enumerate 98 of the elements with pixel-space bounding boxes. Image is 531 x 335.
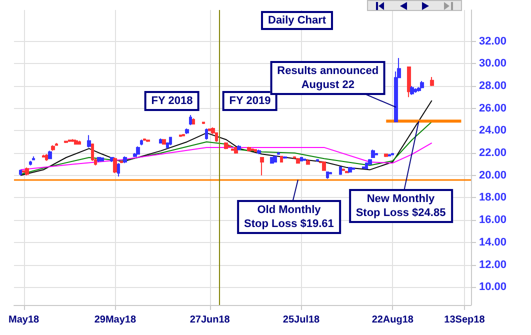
- candlestick: [362, 166, 365, 170]
- candlestick: [326, 170, 329, 180]
- y-tick-label: 30.00: [479, 58, 507, 70]
- candlestick: [87, 134, 91, 148]
- y-tick-label: 28.00: [479, 80, 507, 92]
- candlestick: [32, 156, 35, 161]
- y-tick-label: 26.00: [479, 102, 507, 114]
- candlestick: [215, 132, 218, 142]
- candlestick: [283, 156, 287, 160]
- candlestick: [91, 143, 94, 162]
- candlestick: [100, 157, 104, 162]
- candlestick: [25, 167, 29, 176]
- candlestick: [251, 148, 254, 152]
- annotation: Results announced August 22: [270, 61, 386, 96]
- candlestick: [45, 154, 48, 162]
- candlestick: [205, 128, 208, 140]
- candlestick: [51, 144, 55, 152]
- candlestick: [410, 85, 414, 96]
- candlestick: [342, 168, 345, 172]
- candlestick: [120, 160, 123, 164]
- candlestick: [322, 160, 326, 172]
- candlestick: [123, 156, 127, 164]
- candlestick: [384, 153, 388, 158]
- x-tick-label: May18: [8, 314, 40, 326]
- candlestick: [182, 134, 185, 137]
- candlestick: [375, 152, 378, 156]
- line-series: [20, 121, 432, 175]
- x-tick-label: 29May18: [94, 314, 136, 326]
- candlestick: [300, 156, 303, 162]
- candlestick: [113, 157, 117, 174]
- candlestick: [224, 142, 228, 150]
- x-tick-label: 13Sep18: [444, 314, 486, 326]
- candlestick: [136, 146, 140, 156]
- line-series: [20, 142, 432, 170]
- candlestick: [277, 151, 280, 156]
- x-tick-label: 27Jun18: [190, 314, 230, 326]
- candlestick: [420, 80, 424, 89]
- y-tick-label: 24.00: [479, 124, 507, 137]
- candlestick: [388, 154, 391, 157]
- candlestick: [189, 114, 192, 126]
- candlestick: [273, 155, 277, 164]
- candlestick: [192, 118, 195, 126]
- candlestick: [143, 138, 146, 142]
- annotation: New Monthly Stop Loss $24.85: [348, 189, 453, 224]
- annotation: FY 2018: [144, 91, 200, 111]
- candlestick: [179, 134, 182, 138]
- candlestick: [71, 138, 75, 142]
- candlestick: [391, 152, 394, 156]
- annotation: FY 2019: [222, 91, 278, 111]
- y-tick-label: 18.00: [479, 192, 507, 204]
- candlestick: [430, 76, 434, 86]
- annotation: Old Monthly Stop Loss $19.61: [237, 200, 341, 234]
- y-tick-label: 12.00: [479, 258, 507, 271]
- y-tick-label: 32.00: [479, 35, 507, 48]
- candlestick: [414, 88, 417, 94]
- candlestick: [352, 167, 355, 170]
- candlestick: [202, 121, 205, 124]
- candlestick: [306, 158, 310, 166]
- candlestick: [68, 139, 71, 142]
- candlestick: [146, 139, 150, 142]
- candlestick: [29, 160, 32, 166]
- y-tick-label: 22.00: [479, 147, 507, 160]
- candlestick: [303, 158, 306, 162]
- candlestick: [247, 146, 251, 152]
- candlestick: [185, 128, 189, 135]
- candlestick: [260, 156, 264, 176]
- y-tick-label: 10.00: [479, 281, 507, 294]
- candlestick: [329, 172, 332, 175]
- candlestick: [257, 149, 261, 155]
- candlestick: [348, 166, 352, 174]
- candlestick: [228, 144, 231, 148]
- candlestick: [117, 162, 120, 177]
- candlestick: [280, 155, 283, 164]
- x-tick-label: 25Jul18: [282, 314, 320, 326]
- candlestick: [339, 166, 342, 176]
- candlestick: [237, 144, 241, 151]
- chart-title: Daily Chart: [268, 14, 326, 26]
- candlestick: [169, 136, 172, 146]
- candlestick: [140, 139, 143, 146]
- candlestick: [55, 142, 58, 146]
- y-tick-label: 20.00: [479, 169, 507, 182]
- candlestick: [64, 140, 68, 144]
- candlestick: [293, 156, 296, 160]
- x-tick-label: 22Aug18: [372, 314, 414, 326]
- candlestick: [254, 148, 257, 152]
- y-tick-label: 14.00: [479, 236, 507, 248]
- candlestick: [407, 66, 411, 98]
- candlestick: [365, 162, 368, 170]
- candlestick: [78, 140, 81, 146]
- candlestick: [42, 154, 45, 158]
- candlestick: [296, 158, 300, 164]
- candlestick: [19, 169, 22, 176]
- candlestick: [74, 139, 78, 146]
- candlestick: [231, 148, 234, 152]
- y-tick-label: 16.00: [479, 214, 507, 226]
- candlestick: [316, 158, 319, 162]
- candlestick: [162, 138, 166, 146]
- candlestick: [48, 150, 52, 160]
